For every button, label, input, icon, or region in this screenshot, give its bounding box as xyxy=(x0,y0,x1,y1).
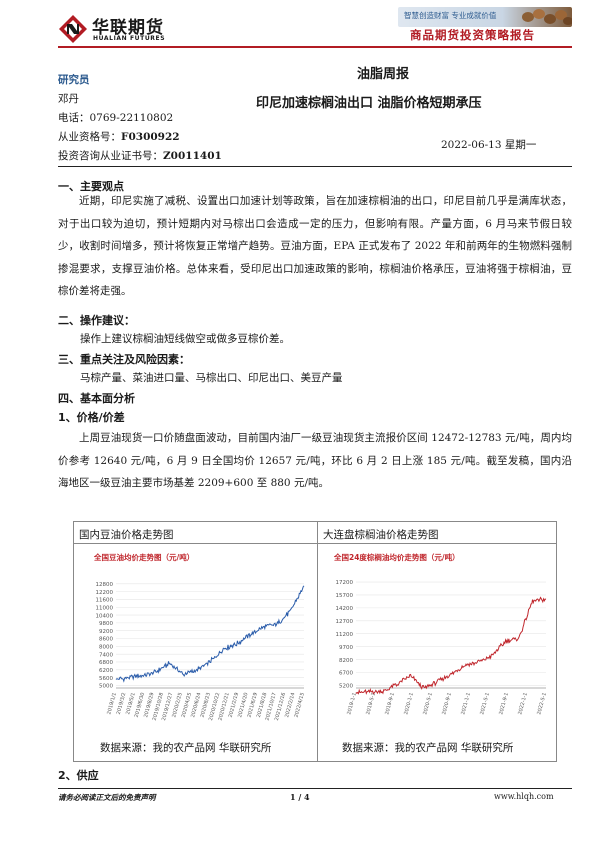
soybean-oil-x-tick-label: 2019/3/2 xyxy=(116,692,128,715)
chart-source-right: 数据来源：我的农产品网 华联研究所 xyxy=(342,742,514,754)
certificate-value: Z0011401 xyxy=(163,150,222,162)
soybean-oil-y-tick-label: 11600 xyxy=(96,598,114,604)
palm-oil-x-tick-label: 2019-5-1 xyxy=(365,692,377,715)
section-body-risks: 马棕产量、菜油进口量、马棕出口、印尼出口、美豆产量 xyxy=(80,372,343,384)
soybean-oil-y-tick-label: 10400 xyxy=(96,613,114,619)
page-number: 1 / 4 xyxy=(290,792,310,802)
section-heading-risks: 三、重点关注及风险因素： xyxy=(58,353,190,366)
palm-oil-y-tick-label: 11200 xyxy=(336,632,354,638)
section-body-advice: 操作上建议棕榈油短线做空或做多豆棕价差。 xyxy=(80,333,290,345)
analyst-phone: 电话：0769-22110802 xyxy=(58,112,174,124)
section-body-views: 近期，印尼实施了减税、设置出口加速计划等政策，旨在加速棕榈油的出口，印尼目前几乎… xyxy=(58,195,572,298)
beans-picture xyxy=(522,9,572,25)
certificate-label: 投资咨询从业证书号： xyxy=(58,150,163,162)
palm-oil-x-tick-label: 2020-1-1 xyxy=(403,692,415,715)
brand-name-english: HUALIAN FUTURES xyxy=(93,35,166,42)
palm-oil-x-tick-label: 2022-1-1 xyxy=(517,692,529,715)
soybean-oil-y-tick-label: 6800 xyxy=(99,660,113,666)
soybean-oil-y-tick-label: 5000 xyxy=(99,684,113,690)
footer-website: www.hlqh.com xyxy=(494,792,554,801)
hualian-logo-icon xyxy=(59,15,87,43)
soybean-oil-y-tick-label: 8600 xyxy=(99,637,113,643)
soybean-oil-x-tick-label: 2019/5/1 xyxy=(125,692,137,715)
palm-oil-y-tick-label: 9700 xyxy=(339,645,353,651)
palm-oil-y-tick-label: 6700 xyxy=(339,671,353,677)
chart-table xyxy=(73,521,557,762)
report-type: 商品期货投资策略报告 xyxy=(410,28,535,42)
section-body-price: 上周豆油现货一口价随盘面波动，目前国内油厂一级豆油现货主流报价区间 12472-… xyxy=(58,432,572,490)
chart-table-divider xyxy=(317,521,318,762)
palm-oil-x-tick-label: 2021-5-1 xyxy=(479,692,491,715)
section-heading-fundamentals: 四、基本面分析 xyxy=(58,392,135,405)
palm-oil-price-line xyxy=(355,596,547,695)
qualification-number: 从业资格号：F0300922 xyxy=(58,129,180,144)
palm-oil-x-tick-label: 2022-5-1 xyxy=(536,692,548,715)
analyst-name: 邓丹 xyxy=(58,93,79,105)
palm-oil-y-tick-label: 17200 xyxy=(336,580,354,586)
soybean-oil-price-line xyxy=(115,585,305,683)
soybean-oil-y-tick-label: 9200 xyxy=(99,629,113,635)
soybean-oil-y-tick-label: 7400 xyxy=(99,652,113,658)
soybean-oil-y-tick-label: 11000 xyxy=(96,605,114,611)
qualification-label: 从业资格号： xyxy=(58,131,121,143)
slogan-banner xyxy=(398,7,572,27)
subsection-heading-price: 1、价格/价差 xyxy=(58,411,125,424)
palm-oil-x-tick-label: 2019-1-1 xyxy=(346,692,358,715)
section-heading-views: 一、主要观点 xyxy=(58,180,124,193)
report-date: 2022-06-13 星期一 xyxy=(441,139,537,151)
footer-divider xyxy=(58,788,572,789)
brand-name: 华联期货 xyxy=(92,18,164,38)
palm-oil-price-chart: 全国24度棕榈油均价走势图（元/吨） 5200 6700 8200 9700 11200 1… xyxy=(324,546,552,732)
soybean-oil-y-tick-label: 9800 xyxy=(99,621,113,627)
soybean-oil-y-tick-label: 5600 xyxy=(99,676,113,682)
palm-oil-x-tick-label: 2020-9-1 xyxy=(441,692,453,715)
palm-oil-y-tick-label: 8200 xyxy=(339,658,353,664)
palm-oil-x-tick-label: 2020-5-1 xyxy=(422,692,434,715)
chart-caption-palm-oil: 大连盘棕榈油价格走势图 xyxy=(323,529,439,541)
slogan-text: 智慧创造财富 专业成就价值 xyxy=(404,11,497,20)
title-divider xyxy=(58,166,572,167)
qualification-value: F0300922 xyxy=(121,131,180,143)
palm-oil-chart-title: 全国24度棕榈油均价走势图（元/吨） xyxy=(333,552,460,562)
soybean-oil-x-tick-label: 2019/1/1 xyxy=(106,692,118,715)
header-divider xyxy=(58,46,572,48)
soybean-oil-y-tick-label: 12800 xyxy=(96,582,114,588)
chart-caption-soybean-oil: 国内豆油价格走势图 xyxy=(79,529,174,541)
report-subtitle: 印尼加速棕榈油出口 油脂价格短期承压 xyxy=(256,96,482,111)
soybean-oil-chart-title: 全国豆油均价走势图（元/吨） xyxy=(93,552,194,562)
palm-oil-y-tick-label: 14200 xyxy=(336,606,354,612)
analyst-label: 研究员 xyxy=(58,74,90,86)
certificate-number: 投资咨询从业证书号：Z0011401 xyxy=(58,148,222,163)
palm-oil-y-tick-label: 5200 xyxy=(339,684,353,690)
chart-table-header-divider xyxy=(73,543,557,544)
soybean-oil-y-tick-label: 6200 xyxy=(99,668,113,674)
palm-oil-x-tick-label: 2019-9-1 xyxy=(384,692,396,715)
footer-disclaimer: 请务必阅读正文后的免责声明 xyxy=(58,793,156,802)
subsection-heading-supply: 2、供应 xyxy=(58,769,99,782)
soybean-oil-y-tick-label: 8000 xyxy=(99,645,113,651)
palm-oil-y-tick-label: 12700 xyxy=(336,619,354,625)
soybean-oil-y-tick-label: 12200 xyxy=(96,590,114,596)
palm-oil-x-tick-label: 2021-9-1 xyxy=(498,692,510,715)
palm-oil-y-tick-label: 15700 xyxy=(336,593,354,599)
palm-oil-x-tick-label: 2021-1-1 xyxy=(460,692,472,715)
chart-source-left: 数据来源：我的农产品网 华联研究所 xyxy=(100,742,272,754)
section-heading-advice: 二、操作建议： xyxy=(58,314,135,327)
report-title: 油脂周报 xyxy=(357,67,410,82)
